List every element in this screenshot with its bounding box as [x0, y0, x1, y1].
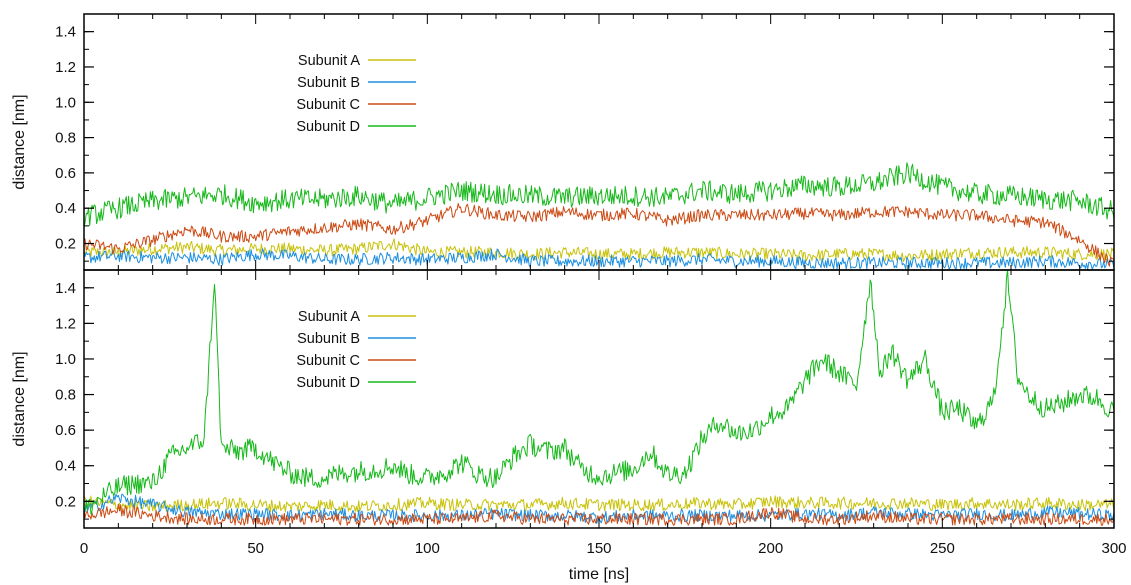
- bottom-ytick-label: 0.6: [55, 422, 76, 439]
- top-ytick-label: 0.8: [55, 130, 76, 147]
- top-y-axis-label: distance [nm]: [11, 94, 28, 189]
- bottom-plot-frame: [83, 269, 1115, 529]
- x-tick-label: 150: [586, 540, 611, 557]
- top-ytick-label: 1.0: [55, 94, 76, 111]
- bottom-ytick-label: 1.4: [55, 280, 76, 297]
- x-tick-label: 200: [758, 540, 783, 557]
- bottom-series-subunit-d: [84, 270, 1114, 515]
- bottom-series-subunit-a: [84, 495, 1114, 513]
- bottom-ytick-label: 0.2: [55, 493, 76, 510]
- shared-x-axis: 0 50 100 150 200 250 300: [80, 540, 1127, 557]
- top-legend-label: Subunit D: [296, 119, 360, 135]
- top-legend-label: Subunit C: [296, 97, 360, 113]
- x-tick-label: 300: [1101, 540, 1126, 557]
- bottom-legend-label: Subunit A: [298, 309, 360, 325]
- x-tick-label: 100: [415, 540, 440, 557]
- bottom-ytick-label: 1.0: [55, 351, 76, 368]
- top-ytick-label: 0.6: [55, 165, 76, 182]
- bottom-panel: 0.2 0.4 0.6 0.8 1.0 1.2 1.4 distance [nm] Subuni…: [11, 269, 1115, 529]
- x-tick-label: 0: [80, 540, 88, 557]
- bottom-legend-label: Subunit D: [296, 375, 360, 391]
- x-tick-label: 250: [930, 540, 955, 557]
- top-ytick-label: 1.4: [55, 24, 76, 41]
- top-legend-label: Subunit A: [298, 53, 360, 69]
- bottom-ytick-label: 0.8: [55, 387, 76, 404]
- bottom-legend-label: Subunit B: [297, 331, 360, 347]
- top-legend-label: Subunit B: [297, 75, 360, 91]
- top-ytick-label: 1.2: [55, 59, 76, 76]
- bottom-legend: Subunit A Subunit B Subunit C Subunit D: [296, 309, 416, 391]
- top-ytick-label: 0.4: [55, 200, 76, 217]
- top-series-subunit-d: [84, 162, 1114, 228]
- top-series-subunit-c: [84, 203, 1114, 267]
- top-panel: 0.2 0.4 0.6 0.8 1.0 1.2 1.4 distance [nm] Subuni…: [11, 13, 1115, 271]
- x-tick-label: 50: [247, 540, 264, 557]
- bottom-y-axis-label: distance [nm]: [11, 351, 28, 446]
- x-axis-label: time [ns]: [569, 566, 629, 583]
- bottom-ytick-label: 1.2: [55, 315, 76, 332]
- top-series-subunit-b: [84, 248, 1114, 270]
- top-traces: [84, 162, 1114, 270]
- top-ytick-label: 0.2: [55, 236, 76, 253]
- bottom-legend-label: Subunit C: [296, 353, 360, 369]
- bottom-traces: [84, 270, 1114, 526]
- bottom-ytick-label: 0.4: [55, 458, 76, 475]
- top-legend: Subunit A Subunit B Subunit C Subunit D: [296, 53, 416, 135]
